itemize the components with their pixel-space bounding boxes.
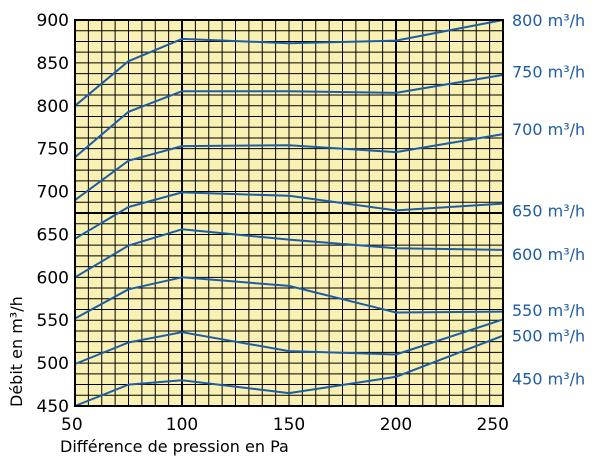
series-line xyxy=(74,276,504,320)
series-line xyxy=(74,133,504,201)
series-label: 750 m³/h xyxy=(512,62,585,81)
series-lines xyxy=(74,19,504,407)
x-axis-label: Différence de pression en Pa xyxy=(60,437,289,456)
series-label: 650 m³/h xyxy=(512,201,585,220)
series-label: 500 m³/h xyxy=(512,327,585,346)
series-line xyxy=(74,191,504,240)
series-label: 450 m³/h xyxy=(512,370,585,389)
series-line xyxy=(74,19,504,107)
x-tick-label: 50 xyxy=(61,415,83,435)
y-axis-label: Débit en m³/h xyxy=(7,296,26,407)
y-tick-label: 650 xyxy=(37,225,69,245)
series-label: 800 m³/h xyxy=(512,11,585,30)
y-tick-labels: 450 500 550 600 650 700 750 800 850 900 xyxy=(37,11,69,417)
y-tick-label: 750 xyxy=(37,140,69,160)
series-line xyxy=(74,334,504,407)
y-tick-label: 500 xyxy=(37,354,69,374)
x-tick-label: 150 xyxy=(273,415,305,435)
series-label: 700 m³/h xyxy=(512,120,585,139)
series-line xyxy=(74,73,504,158)
x-tick-labels: 50 100 150 200 250 xyxy=(61,415,509,435)
plot-frame xyxy=(74,19,504,407)
series-line xyxy=(74,318,504,365)
series-label: 600 m³/h xyxy=(512,245,585,264)
y-tick-label: 550 xyxy=(37,311,69,331)
series-line xyxy=(74,228,504,279)
y-tick-label: 800 xyxy=(37,97,69,117)
y-tick-label: 600 xyxy=(37,268,69,288)
y-tick-label: 450 xyxy=(37,397,69,417)
series-labels: 800 m³/h 750 m³/h 700 m³/h 650 m³/h 600 m³/h… xyxy=(512,11,585,389)
y-tick-label: 900 xyxy=(37,11,69,31)
x-tick-label: 250 xyxy=(477,415,509,435)
major-grid-lines xyxy=(75,20,503,406)
y-tick-label: 700 xyxy=(37,183,69,203)
series-label: 550 m³/h xyxy=(512,301,585,320)
y-tick-label: 850 xyxy=(37,54,69,74)
x-tick-label: 200 xyxy=(380,415,412,435)
x-tick-label: 100 xyxy=(166,415,198,435)
